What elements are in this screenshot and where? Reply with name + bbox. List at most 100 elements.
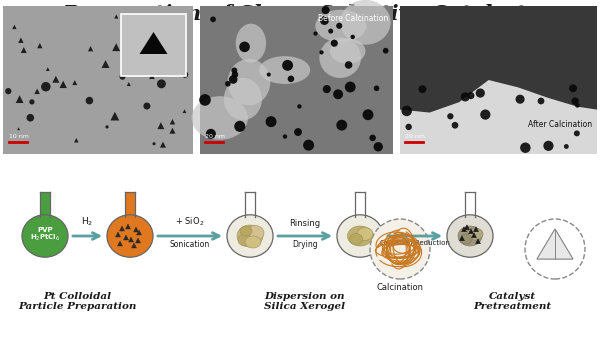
Circle shape — [282, 60, 293, 71]
Polygon shape — [118, 241, 122, 246]
Circle shape — [267, 73, 271, 76]
Circle shape — [26, 114, 34, 121]
Circle shape — [336, 23, 342, 29]
Polygon shape — [473, 227, 479, 232]
Polygon shape — [150, 47, 154, 51]
Text: Sonication: Sonication — [170, 240, 210, 249]
Circle shape — [406, 124, 412, 130]
Polygon shape — [400, 6, 597, 113]
Circle shape — [232, 68, 238, 73]
Text: Oxidation/Reduction: Oxidation/Reduction — [380, 240, 451, 246]
Circle shape — [41, 82, 50, 91]
Circle shape — [119, 74, 125, 80]
Circle shape — [374, 142, 383, 152]
Polygon shape — [12, 25, 17, 29]
Polygon shape — [128, 237, 133, 242]
Polygon shape — [18, 38, 23, 43]
Polygon shape — [157, 122, 164, 129]
Polygon shape — [461, 227, 467, 232]
Polygon shape — [88, 46, 93, 51]
Polygon shape — [131, 243, 137, 248]
Ellipse shape — [458, 226, 482, 246]
Circle shape — [480, 109, 490, 120]
Ellipse shape — [227, 215, 273, 257]
Circle shape — [206, 129, 216, 139]
Circle shape — [152, 142, 155, 145]
Circle shape — [313, 32, 317, 36]
Polygon shape — [46, 67, 50, 71]
Polygon shape — [114, 15, 118, 19]
Circle shape — [370, 135, 376, 141]
Circle shape — [328, 29, 333, 34]
Bar — [121, 14, 186, 76]
Circle shape — [461, 92, 470, 102]
Polygon shape — [133, 227, 139, 232]
Circle shape — [210, 17, 216, 22]
Ellipse shape — [349, 234, 362, 245]
Circle shape — [452, 122, 458, 129]
Polygon shape — [101, 60, 110, 68]
Polygon shape — [119, 226, 125, 231]
Ellipse shape — [460, 234, 472, 244]
Ellipse shape — [191, 96, 248, 140]
Circle shape — [447, 113, 454, 119]
Ellipse shape — [240, 226, 252, 236]
Circle shape — [575, 103, 580, 108]
Polygon shape — [34, 88, 40, 94]
Circle shape — [157, 79, 166, 88]
Circle shape — [323, 85, 331, 93]
Circle shape — [520, 143, 530, 153]
Circle shape — [331, 40, 338, 47]
Circle shape — [239, 41, 250, 52]
Circle shape — [571, 97, 579, 105]
Circle shape — [297, 104, 302, 109]
Polygon shape — [21, 47, 27, 53]
Polygon shape — [464, 225, 470, 230]
Circle shape — [294, 128, 302, 136]
Circle shape — [182, 72, 188, 78]
Circle shape — [418, 85, 427, 93]
Circle shape — [515, 95, 524, 104]
Polygon shape — [537, 229, 555, 259]
Ellipse shape — [330, 39, 365, 64]
Polygon shape — [136, 238, 140, 243]
Circle shape — [225, 81, 230, 87]
Circle shape — [229, 75, 238, 84]
Polygon shape — [17, 127, 20, 130]
Ellipse shape — [340, 0, 391, 45]
Circle shape — [476, 88, 485, 98]
Polygon shape — [16, 95, 23, 103]
Circle shape — [106, 125, 109, 129]
Circle shape — [283, 135, 287, 139]
Circle shape — [234, 121, 245, 132]
Bar — [200, 6, 393, 154]
Polygon shape — [137, 230, 142, 235]
Ellipse shape — [316, 10, 367, 42]
Text: Calcination: Calcination — [377, 283, 424, 292]
Text: Pt Colloidal
Particle Preparation: Pt Colloidal Particle Preparation — [19, 292, 137, 312]
Circle shape — [374, 85, 379, 91]
Polygon shape — [37, 43, 43, 48]
Ellipse shape — [246, 225, 264, 240]
Polygon shape — [52, 76, 59, 83]
Ellipse shape — [337, 215, 383, 257]
Polygon shape — [164, 51, 172, 58]
Polygon shape — [112, 43, 120, 51]
Circle shape — [5, 88, 11, 94]
Text: Preparation of Shape-Selective Catalysts: Preparation of Shape-Selective Catalysts — [62, 4, 538, 24]
Ellipse shape — [236, 24, 266, 63]
Ellipse shape — [347, 226, 373, 246]
Ellipse shape — [107, 215, 153, 257]
Circle shape — [544, 141, 554, 151]
Polygon shape — [115, 232, 121, 237]
Text: Dispersion on
Silica Xerogel: Dispersion on Silica Xerogel — [265, 292, 346, 312]
Ellipse shape — [227, 59, 270, 105]
Circle shape — [538, 98, 544, 104]
Ellipse shape — [238, 234, 252, 246]
Text: 20 nm: 20 nm — [405, 134, 425, 139]
Circle shape — [370, 219, 430, 279]
Text: Before Calcination: Before Calcination — [317, 14, 388, 23]
Polygon shape — [127, 82, 131, 86]
Circle shape — [564, 144, 569, 149]
Text: + SiO$_2$: + SiO$_2$ — [175, 216, 205, 228]
